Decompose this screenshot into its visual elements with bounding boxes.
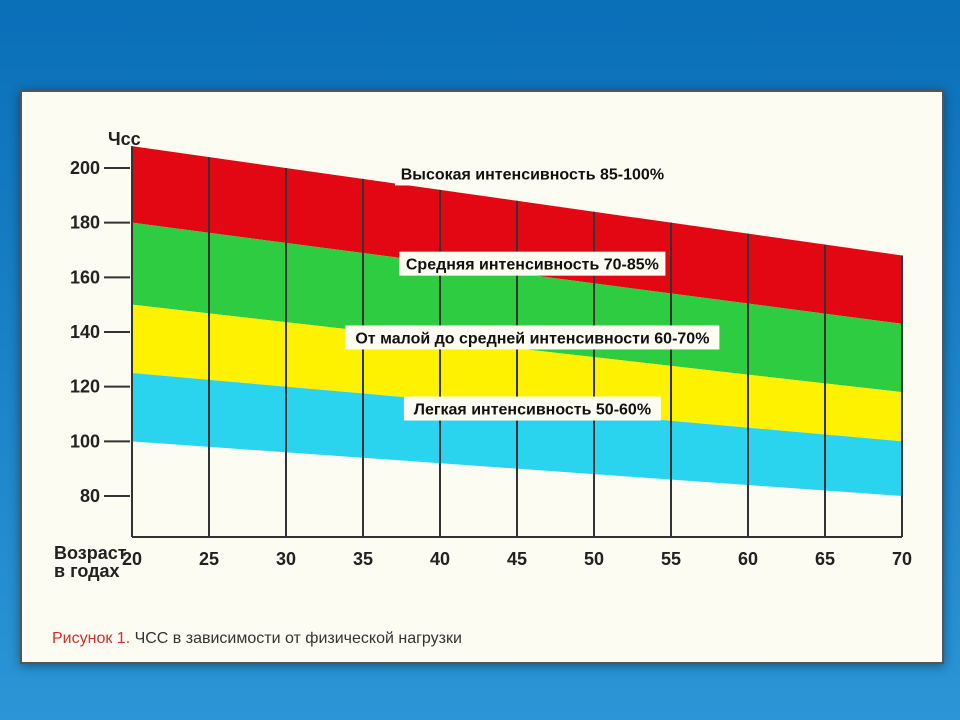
zone-label: От малой до средней интенсивности 60-70% [345, 325, 719, 349]
x-tick-label: 50 [584, 549, 604, 569]
y-tick-label: 140 [70, 322, 100, 342]
x-axis-title-1: Возраст [54, 543, 127, 563]
y-tick-label: 180 [70, 213, 100, 233]
x-tick-label: 60 [738, 549, 758, 569]
y-tick-label: 160 [70, 267, 100, 287]
caption-text: ЧСС в зависимости от физической нагрузки [130, 630, 462, 647]
chart-card: 2025303540455055606570200180160140120100… [20, 90, 944, 664]
zone-label: Высокая интенсивность 85-100% [395, 161, 670, 185]
slide: 2025303540455055606570200180160140120100… [0, 0, 960, 720]
x-tick-label: 45 [507, 549, 527, 569]
x-tick-label: 65 [815, 549, 835, 569]
x-tick-label: 70 [892, 549, 912, 569]
x-tick-label: 25 [199, 549, 219, 569]
zone-label: Средняя интенсивность 70-85% [399, 252, 665, 276]
x-tick-label: 40 [430, 549, 450, 569]
y-tick-label: 120 [70, 377, 100, 397]
svg-text:От малой до средней интенсивно: От малой до средней интенсивности 60-70% [355, 330, 709, 347]
x-tick-label: 30 [276, 549, 296, 569]
x-tick-label: 55 [661, 549, 681, 569]
svg-text:Средняя интенсивность 70-85%: Средняя интенсивность 70-85% [406, 257, 659, 274]
svg-text:Высокая интенсивность 85-100%: Высокая интенсивность 85-100% [401, 166, 664, 183]
y-tick-label: 80 [80, 486, 100, 506]
svg-text:Легкая интенсивность 50-60%: Легкая интенсивность 50-60% [414, 402, 651, 419]
zone-label: Легкая интенсивность 50-60% [404, 397, 661, 421]
chart-caption: Рисунок 1. ЧСС в зависимости от физическ… [52, 630, 462, 648]
caption-prefix: Рисунок 1. [52, 630, 130, 647]
x-tick-label: 35 [353, 549, 373, 569]
y-tick-label: 200 [70, 158, 100, 178]
chart-svg: 2025303540455055606570200180160140120100… [52, 117, 912, 597]
y-tick-label: 100 [70, 431, 100, 451]
x-axis-title-2: в годах [54, 561, 120, 581]
y-axis-title: Чсс [108, 129, 141, 149]
heart-rate-chart: 2025303540455055606570200180160140120100… [52, 117, 912, 597]
